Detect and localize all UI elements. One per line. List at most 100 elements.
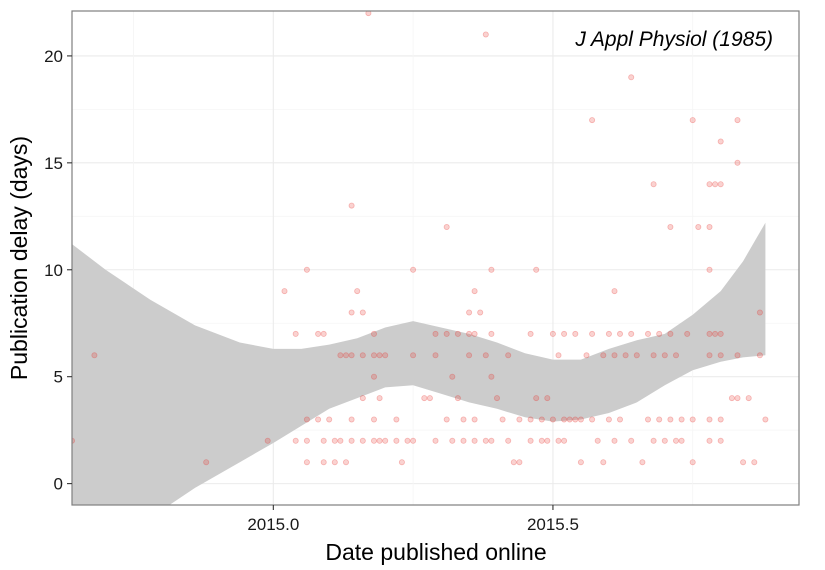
data-point [706, 330, 713, 337]
data-point [365, 11, 372, 17]
data-point [398, 459, 405, 466]
data-point [320, 459, 327, 466]
data-point [533, 395, 540, 402]
data-point [673, 352, 680, 359]
data-point [656, 330, 663, 337]
data-point [342, 352, 349, 359]
data-point [734, 117, 741, 124]
data-point [717, 416, 724, 423]
data-point [482, 437, 489, 444]
data-point [605, 330, 612, 337]
data-point [320, 330, 327, 337]
data-point [600, 459, 607, 466]
data-point [348, 202, 355, 209]
data-point [549, 416, 556, 423]
data-point [656, 416, 663, 423]
data-point [348, 352, 355, 359]
data-point [717, 330, 724, 337]
y-axis-title: Publication delay (days) [6, 136, 32, 380]
data-point [645, 330, 652, 337]
data-point [315, 416, 322, 423]
data-point [382, 437, 389, 444]
data-point [673, 437, 680, 444]
data-point [577, 459, 584, 466]
y-tick-label: 20 [44, 47, 63, 66]
data-point [533, 266, 540, 273]
data-point [382, 352, 389, 359]
data-point [650, 437, 657, 444]
data-point [370, 330, 377, 337]
data-point [460, 416, 467, 423]
data-point [572, 330, 579, 337]
data-point [589, 416, 596, 423]
data-point [471, 437, 478, 444]
data-point [482, 352, 489, 359]
data-point [583, 352, 590, 359]
x-tick-label: 2015.0 [247, 515, 299, 534]
data-point [376, 352, 383, 359]
data-point [661, 437, 668, 444]
data-point [488, 437, 495, 444]
data-point [303, 416, 310, 423]
data-point [689, 416, 696, 423]
data-point [555, 437, 562, 444]
data-point [376, 437, 383, 444]
data-point [410, 352, 417, 359]
data-point [628, 437, 635, 444]
data-point [706, 181, 713, 188]
data-point [605, 416, 612, 423]
data-point [410, 437, 417, 444]
data-point [617, 330, 624, 337]
data-point [706, 352, 713, 359]
data-point [376, 395, 383, 402]
data-point [454, 395, 461, 402]
data-point [359, 395, 366, 402]
data-point [432, 437, 439, 444]
data-point [628, 330, 635, 337]
data-point [549, 330, 556, 337]
data-point [337, 352, 344, 359]
data-point [499, 416, 506, 423]
data-point [359, 352, 366, 359]
data-point [566, 416, 573, 423]
data-point [393, 416, 400, 423]
data-point [393, 437, 400, 444]
data-point [505, 437, 512, 444]
data-point [292, 330, 299, 337]
data-point [281, 288, 288, 295]
data-point [303, 459, 310, 466]
data-point [561, 330, 568, 337]
data-point [370, 437, 377, 444]
data-point [91, 352, 98, 359]
data-point [712, 330, 719, 337]
data-point [348, 309, 355, 316]
data-point [650, 352, 657, 359]
data-point [443, 330, 450, 337]
data-point [728, 395, 735, 402]
data-point [348, 437, 355, 444]
data-point [628, 74, 635, 81]
data-point [751, 459, 758, 466]
data-point [689, 459, 696, 466]
data-point [488, 373, 495, 380]
data-point [706, 266, 713, 273]
data-point [359, 309, 366, 316]
data-point [611, 288, 618, 295]
data-point [203, 459, 210, 466]
data-point [650, 181, 657, 188]
data-point [734, 352, 741, 359]
data-point [505, 352, 512, 359]
data-point [667, 330, 674, 337]
data-point [717, 181, 724, 188]
data-point [471, 330, 478, 337]
data-point [684, 330, 691, 337]
data-point [577, 416, 584, 423]
data-point [544, 395, 551, 402]
data-point [538, 416, 545, 423]
y-tick-label: 15 [44, 154, 63, 173]
data-point [410, 266, 417, 273]
data-point [617, 416, 624, 423]
plot-border [71, 10, 800, 506]
data-point [303, 266, 310, 273]
data-point [493, 395, 500, 402]
